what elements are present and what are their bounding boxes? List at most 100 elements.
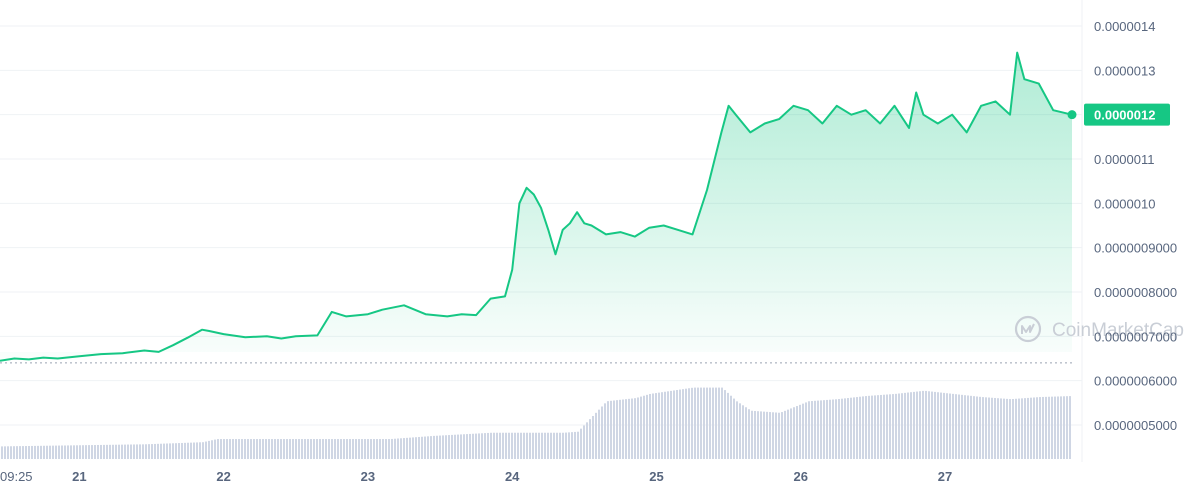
volume-bar: [235, 439, 237, 459]
volume-bar: [343, 439, 345, 459]
volume-bar: [601, 406, 603, 459]
last-price-dot: [1067, 110, 1077, 120]
volume-bar: [316, 439, 318, 459]
volume-bar: [532, 432, 534, 459]
volume-bar: [973, 396, 975, 459]
volume-bar: [817, 400, 819, 459]
volume-bar: [25, 446, 27, 459]
volume-bar: [559, 432, 561, 459]
volume-bar: [433, 435, 435, 459]
price-line: [0, 51, 1077, 362]
volume-bar: [490, 432, 492, 459]
volume-bar: [976, 396, 978, 459]
volume-bar: [466, 434, 468, 459]
volume-bar: [325, 439, 327, 459]
volume-bar: [517, 432, 519, 459]
volume-bar: [409, 437, 411, 459]
volume-bar: [877, 395, 879, 459]
volume-bar: [4, 446, 6, 459]
volume-bar: [412, 437, 414, 459]
volume-bar: [61, 445, 63, 459]
volume-bar: [211, 440, 213, 459]
volume-bar: [835, 399, 837, 459]
volume-bar: [238, 439, 240, 459]
volume-bar: [70, 445, 72, 459]
y-tick-label: 0.0000006000: [1094, 374, 1177, 389]
volume-bar: [634, 398, 636, 459]
volume-bar: [655, 393, 657, 459]
volume-bar: [751, 410, 753, 459]
volume-bar: [28, 445, 30, 459]
volume-bar: [370, 439, 372, 459]
volume-bar: [535, 432, 537, 459]
volume-bar: [472, 433, 474, 459]
volume-bar: [544, 432, 546, 459]
volume-bar: [355, 439, 357, 459]
volume-bar: [1051, 396, 1053, 459]
volume-bar: [1063, 396, 1065, 459]
volume-bar: [613, 400, 615, 459]
volume-bar: [928, 391, 930, 459]
y-tick-label: 0.0000010: [1094, 196, 1155, 211]
volume-bar: [40, 445, 42, 459]
volume-bar: [571, 432, 573, 459]
volume-bar: [1048, 396, 1050, 459]
volume-bar: [436, 435, 438, 459]
price-line-path: [0, 51, 1073, 362]
volume-bar: [658, 392, 660, 459]
volume-bar: [283, 439, 285, 459]
volume-bar: [217, 439, 219, 459]
volume-bar: [247, 439, 249, 459]
volume-bar: [34, 445, 36, 459]
volume-bar: [67, 445, 69, 459]
y-tick-label: 0.0000011: [1094, 152, 1155, 167]
volume-bar: [952, 393, 954, 459]
volume-bar: [730, 395, 732, 459]
volume-bar: [91, 445, 93, 459]
volume-bar: [280, 439, 282, 459]
volume-bar: [709, 387, 711, 459]
volume-bar: [802, 403, 804, 459]
volume-bar: [997, 398, 999, 459]
volume-bar: [643, 395, 645, 459]
volume-bar: [1039, 397, 1041, 459]
volume-bar: [829, 399, 831, 459]
volume-bar: [157, 443, 159, 459]
volume-bar: [895, 393, 897, 459]
volume-bar: [430, 436, 432, 459]
volume-bar: [787, 409, 789, 459]
volume-bar: [811, 401, 813, 459]
volume-bar: [478, 433, 480, 459]
volume-bar: [55, 445, 57, 459]
volume-bar: [388, 439, 390, 459]
volume-bar: [931, 391, 933, 459]
volume-bar: [49, 445, 51, 459]
volume-bar: [22, 446, 24, 459]
volume-bar: [907, 392, 909, 459]
volume-bar: [910, 392, 912, 459]
volume-bar: [229, 439, 231, 459]
volume-bar: [904, 392, 906, 459]
volume-bar: [805, 402, 807, 459]
volume-bar: [913, 391, 915, 459]
volume-bar: [583, 425, 585, 459]
volume-bar: [151, 444, 153, 459]
volume-bar: [331, 439, 333, 459]
volume-bar: [139, 444, 141, 459]
volume-bar: [136, 444, 138, 459]
volume-bar: [964, 395, 966, 459]
volume-bar: [244, 439, 246, 459]
volume-bar: [985, 397, 987, 459]
volume-bar: [124, 444, 126, 459]
volume-bar: [871, 395, 873, 459]
volume-bar: [988, 397, 990, 459]
volume-bar: [493, 432, 495, 459]
volume-bar: [772, 412, 774, 459]
volume-bar: [1030, 397, 1032, 459]
volume-bar: [796, 406, 798, 459]
volume-bar: [1024, 398, 1026, 459]
volume-bar: [1012, 399, 1014, 459]
volume-bar: [397, 438, 399, 459]
volume-bar: [358, 439, 360, 459]
